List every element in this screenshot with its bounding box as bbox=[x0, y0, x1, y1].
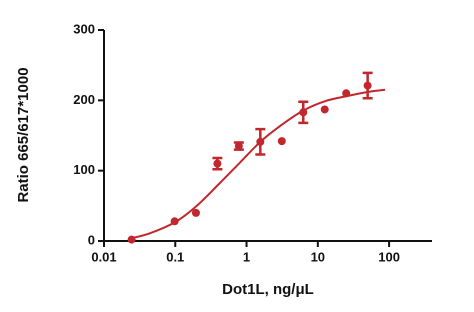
data-point bbox=[256, 137, 265, 146]
x-tick-label: 0.1 bbox=[166, 249, 184, 264]
y-tick-label: 200 bbox=[73, 92, 95, 107]
data-point bbox=[342, 89, 351, 98]
data-point bbox=[127, 235, 136, 244]
data-point bbox=[299, 108, 308, 117]
y-axis-title: Ratio 665/617*1000 bbox=[15, 67, 32, 202]
x-tick-label: 100 bbox=[378, 249, 400, 264]
data-point bbox=[363, 81, 372, 90]
x-tick-label: 0.01 bbox=[91, 249, 116, 264]
x-tick-label: 1 bbox=[243, 249, 250, 264]
data-point bbox=[234, 142, 243, 151]
fit-curve bbox=[128, 88, 386, 240]
data-point bbox=[213, 159, 222, 168]
y-tick-label: 0 bbox=[88, 232, 95, 247]
x-axis-title: Dot1L, ng/μL bbox=[222, 281, 314, 298]
data-point bbox=[191, 208, 200, 217]
data-point bbox=[320, 105, 329, 114]
data-point bbox=[170, 217, 179, 226]
y-tick-label: 300 bbox=[73, 21, 95, 36]
data-point bbox=[277, 137, 286, 146]
y-tick-label: 100 bbox=[73, 162, 95, 177]
x-tick-label: 10 bbox=[311, 249, 325, 264]
